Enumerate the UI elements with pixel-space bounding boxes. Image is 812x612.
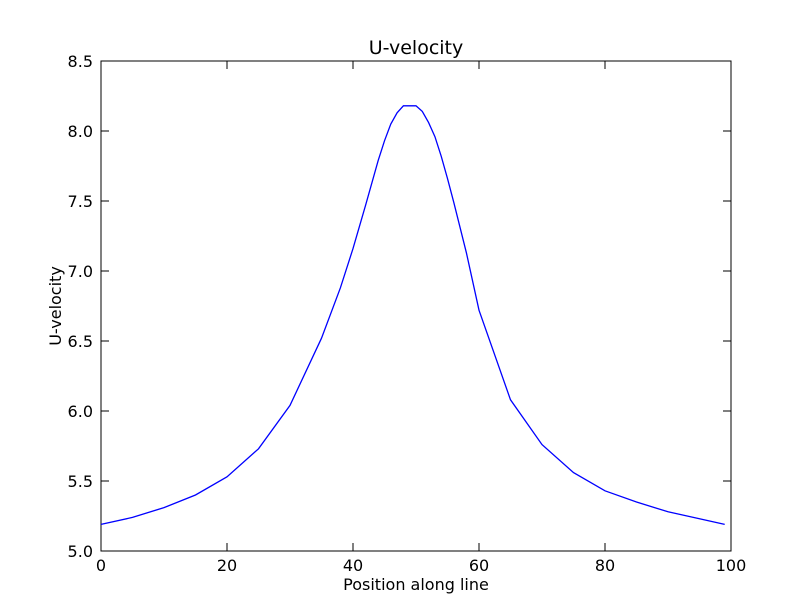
y-tick-label: 7.0 bbox=[68, 262, 93, 281]
x-axis-label: Position along line bbox=[343, 575, 489, 594]
chart-title: U-velocity bbox=[369, 37, 464, 59]
y-tick-label: 6.5 bbox=[68, 332, 93, 351]
x-axis-ticks: 0 20 40 60 80 100 bbox=[96, 61, 746, 575]
u-velocity-line bbox=[100, 105, 725, 526]
x-tick-label: 0 bbox=[96, 556, 106, 575]
y-tick-label: 5.0 bbox=[68, 542, 93, 561]
y-tick-label: 8.0 bbox=[68, 122, 93, 141]
x-tick-label: 20 bbox=[217, 556, 237, 575]
y-tick-label: 5.5 bbox=[68, 472, 93, 491]
y-tick-label: 6.0 bbox=[68, 402, 93, 421]
y-tick-label: 7.5 bbox=[68, 192, 93, 211]
y-tick-label: 8.5 bbox=[68, 52, 93, 71]
x-tick-label: 40 bbox=[343, 556, 363, 575]
x-tick-label: 100 bbox=[716, 556, 747, 575]
y-axis-label: U-velocity bbox=[46, 266, 65, 346]
plot-area-frame bbox=[100, 60, 732, 552]
y-axis-ticks: 5.0 5.5 6.0 6.5 7.0 7.5 8.0 8.5 bbox=[68, 52, 731, 561]
x-tick-label: 80 bbox=[595, 556, 615, 575]
x-tick-label: 60 bbox=[469, 556, 489, 575]
